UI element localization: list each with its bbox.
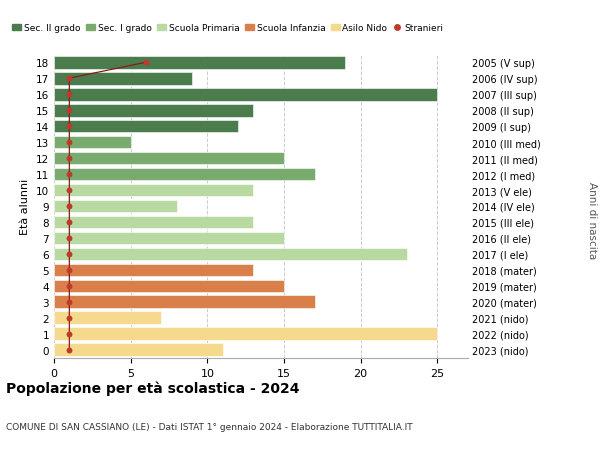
Point xyxy=(65,139,74,146)
Bar xyxy=(54,120,238,133)
Bar xyxy=(54,344,223,357)
Bar xyxy=(54,152,284,165)
Point xyxy=(65,251,74,258)
Point xyxy=(65,107,74,115)
Y-axis label: Età alunni: Età alunni xyxy=(20,179,31,235)
Point xyxy=(65,219,74,226)
Point xyxy=(65,283,74,290)
Point xyxy=(65,314,74,322)
Legend: Sec. II grado, Sec. I grado, Scuola Primaria, Scuola Infanzia, Asilo Nido, Stran: Sec. II grado, Sec. I grado, Scuola Prim… xyxy=(8,20,447,36)
Point xyxy=(65,298,74,306)
Point xyxy=(141,59,151,67)
Text: COMUNE DI SAN CASSIANO (LE) - Dati ISTAT 1° gennaio 2024 - Elaborazione TUTTITAL: COMUNE DI SAN CASSIANO (LE) - Dati ISTAT… xyxy=(6,422,413,431)
Point xyxy=(65,347,74,354)
Bar xyxy=(54,248,407,261)
Bar xyxy=(54,184,253,197)
Bar xyxy=(54,296,314,308)
Point xyxy=(65,267,74,274)
Point xyxy=(65,330,74,338)
Bar xyxy=(54,168,314,181)
Point xyxy=(65,91,74,99)
Text: Popolazione per età scolastica - 2024: Popolazione per età scolastica - 2024 xyxy=(6,381,299,396)
Bar xyxy=(54,312,161,325)
Bar xyxy=(54,136,131,149)
Bar xyxy=(54,56,346,69)
Point xyxy=(65,171,74,179)
Point xyxy=(65,203,74,210)
Bar xyxy=(54,280,284,293)
Point xyxy=(65,187,74,194)
Bar xyxy=(54,200,176,213)
Bar xyxy=(54,216,253,229)
Bar xyxy=(54,73,192,85)
Text: Anni di nascita: Anni di nascita xyxy=(587,182,597,259)
Point xyxy=(65,235,74,242)
Bar xyxy=(54,264,253,277)
Bar xyxy=(54,89,437,101)
Bar xyxy=(54,328,437,341)
Point xyxy=(65,123,74,130)
Bar xyxy=(54,105,253,117)
Point xyxy=(65,75,74,83)
Point xyxy=(65,155,74,162)
Bar xyxy=(54,232,284,245)
